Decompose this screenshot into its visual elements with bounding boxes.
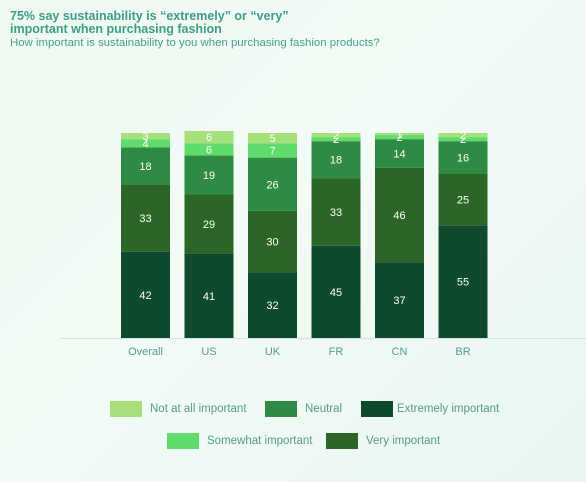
data-label-uk-not-at-all-important: 5 [269,133,275,145]
bar-segment-uk-neutral [248,157,297,211]
data-label-us-extremely-important: 41 [203,291,215,303]
bar-segment-overall-somewhat-important [121,139,170,148]
data-label-overall-very-important: 33 [139,213,151,225]
data-label-cn-extremely-important: 37 [393,295,405,307]
bar-segment-uk-very-important [248,210,297,273]
data-label-fr-very-important: 33 [330,207,342,219]
x-tick-label-fr: FR [329,346,344,358]
bar-segment-fr-not-at-all-important [311,133,361,138]
bar-segment-fr-somewhat-important [311,137,361,142]
data-label-br-very-important: 25 [457,195,469,207]
x-tick-label-uk: UK [265,346,281,358]
bar-segment-cn-somewhat-important [375,135,424,140]
data-label-br-neutral: 16 [457,153,469,165]
data-label-br-not-at-all-important: 2 [460,130,466,142]
bar-segment-overall-very-important [121,184,170,252]
bar-segment-uk-somewhat-important [248,143,297,158]
bar-segment-us-somewhat-important [184,143,234,156]
bar-segment-us-extremely-important [184,253,234,338]
data-label-overall-not-at-all-important: 3 [142,131,148,143]
bar-segment-overall-neutral [121,147,170,185]
bar-segment-cn-not-at-all-important [375,133,424,136]
x-tick-label-overall: Overall [128,346,163,358]
bar-segment-uk-not-at-all-important [248,133,297,144]
bar-segment-cn-neutral [375,139,424,168]
data-label-fr-somewhat-important: 2 [333,134,339,146]
data-label-us-very-important: 29 [203,219,215,231]
data-label-cn-somewhat-important: 2 [396,132,402,144]
bar-segment-br-extremely-important [438,225,488,338]
data-label-fr-neutral: 18 [330,155,342,167]
data-label-overall-somewhat-important: 4 [142,138,148,150]
bar-segment-br-somewhat-important [438,137,488,142]
bar-segment-br-very-important [438,174,488,226]
x-tick-label-cn: CN [392,346,408,358]
data-label-uk-extremely-important: 32 [266,300,278,312]
bar-segment-br-neutral [438,141,488,174]
data-label-us-neutral: 19 [203,170,215,182]
bar-segment-us-very-important [184,194,234,254]
data-label-uk-somewhat-important: 7 [269,145,275,157]
data-label-overall-neutral: 18 [139,161,151,173]
data-label-fr-extremely-important: 45 [330,287,342,299]
bar-segment-us-not-at-all-important [184,130,234,144]
bar-segment-cn-extremely-important [375,262,424,338]
bar-segment-overall-extremely-important [121,251,170,338]
x-tick-label-us: US [201,346,216,358]
data-label-br-extremely-important: 55 [457,277,469,289]
data-label-cn-very-important: 46 [393,210,405,222]
data-label-uk-very-important: 30 [266,237,278,249]
bar-segment-overall-not-at-all-important [121,133,170,140]
data-label-cn-not-at-all-important: 1 [396,129,402,141]
bar-segment-cn-very-important [375,167,424,263]
data-label-us-somewhat-important: 6 [206,144,212,156]
bar-segment-fr-neutral [311,141,361,179]
data-label-cn-neutral: 14 [393,149,405,161]
data-label-us-not-at-all-important: 6 [206,132,212,144]
chart-title: 75% say sustainability is “extremely” or… [10,9,289,36]
bar-segment-fr-very-important [311,178,361,246]
data-label-fr-not-at-all-important: 2 [333,130,339,142]
bar-segment-uk-extremely-important [248,272,297,338]
data-label-br-somewhat-important: 2 [460,134,466,146]
x-tick-label-br: BR [455,346,470,358]
data-label-overall-extremely-important: 42 [139,290,151,302]
bar-segment-fr-extremely-important [311,245,361,338]
chart-subtitle: How important is sustainability to you w… [10,37,380,49]
bar-segment-us-neutral [184,155,234,195]
bar-segment-br-not-at-all-important [438,133,488,138]
data-label-uk-neutral: 26 [266,179,278,191]
